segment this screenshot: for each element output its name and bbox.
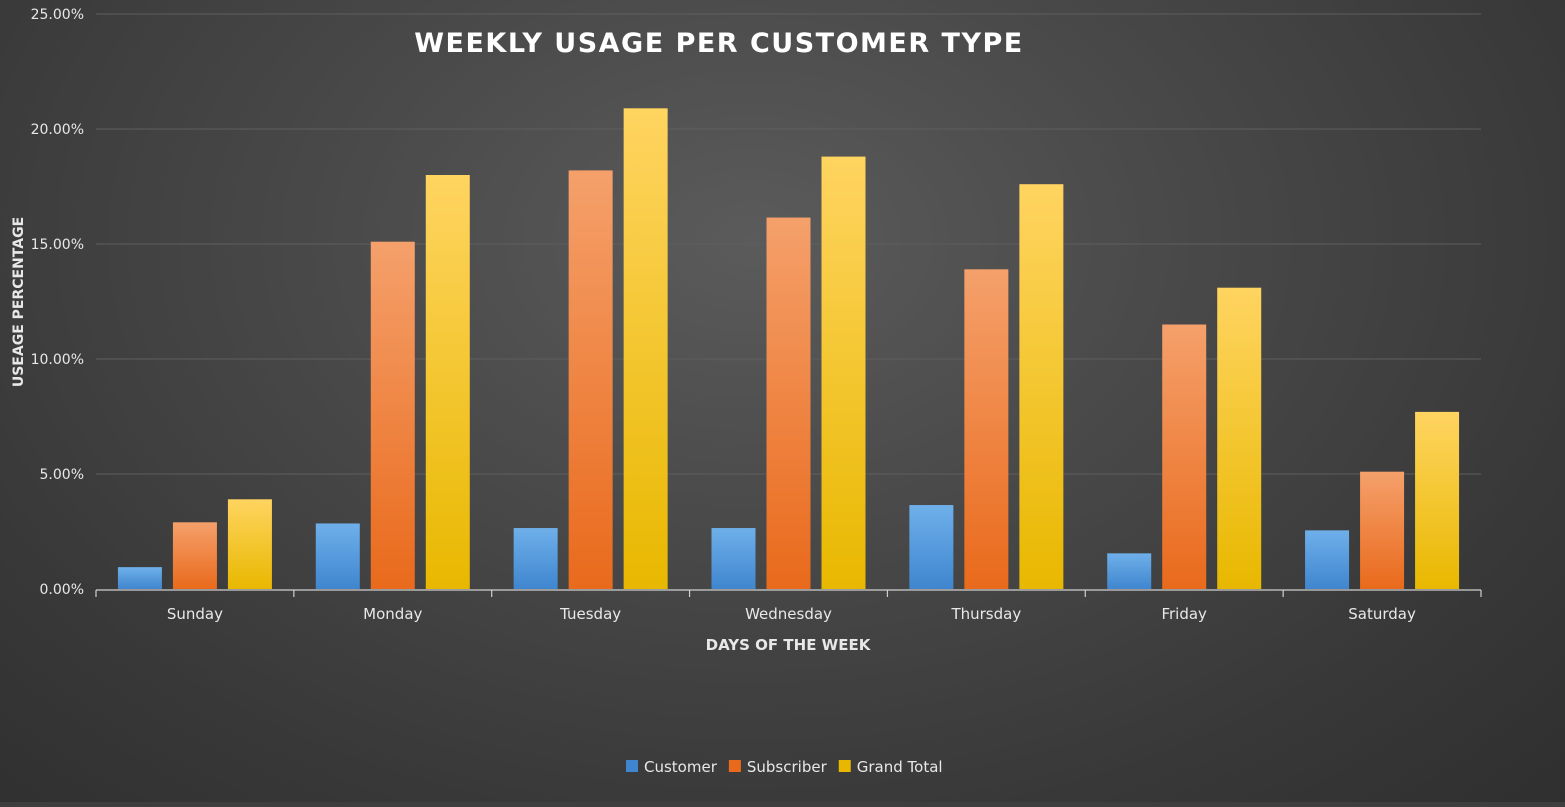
bar-customer-thursday [909, 505, 954, 589]
bar-subscriber-saturday [1360, 471, 1405, 589]
legend-swatch-customer [626, 760, 638, 772]
bar-grand-total-wednesday [821, 156, 866, 589]
bar-grand-total-sunday [227, 499, 272, 589]
bars [117, 108, 1460, 590]
y-axis-ticks: 0.00% 5.00% 10.00% 15.00% 20.00% 25.00% [31, 7, 84, 598]
bar-subscriber-friday [1162, 324, 1207, 589]
y-tick-label: 10.00% [31, 352, 84, 368]
x-axis [95, 589, 1482, 597]
bar-grand-total-saturday [1415, 411, 1460, 589]
y-axis-label: USEAGE PERCENTAGE [11, 217, 27, 387]
x-tick-label: Thursday [950, 605, 1021, 623]
y-tick-label: 5.00% [40, 467, 84, 483]
bar-customer-sunday [117, 567, 162, 589]
bar-customer-wednesday [711, 528, 756, 589]
x-tick-label: Tuesday [559, 605, 621, 623]
bar-subscriber-wednesday [766, 217, 811, 590]
y-tick-label: 15.00% [31, 237, 84, 253]
bar-grand-total-thursday [1019, 184, 1064, 589]
legend: Customer Subscriber Grand Total [626, 758, 943, 776]
legend-label: Subscriber [747, 758, 828, 776]
bar-grand-total-tuesday [623, 108, 668, 590]
bar-customer-tuesday [513, 528, 558, 589]
bar-grand-total-monday [425, 175, 470, 589]
bar-subscriber-monday [370, 241, 415, 589]
y-tick-label: 20.00% [31, 122, 84, 138]
bar-subscriber-sunday [172, 522, 217, 589]
bar-customer-monday [315, 523, 360, 589]
bar-subscriber-tuesday [568, 170, 613, 589]
chart-title: WEEKLY USAGE PER CUSTOMER TYPE [414, 28, 1024, 59]
bar-customer-saturday [1305, 530, 1350, 589]
x-tick-label: Wednesday [745, 605, 832, 623]
bar-subscriber-thursday [964, 269, 1009, 589]
legend-label: Customer [644, 758, 718, 776]
x-axis-ticks: Sunday Monday Tuesday Wednesday Thursday Frid… [167, 605, 1416, 623]
legend-label: Grand Total [857, 758, 943, 776]
x-axis-label: DAYS OF THE WEEK [706, 636, 872, 654]
bar-customer-friday [1107, 553, 1152, 589]
x-tick-label: Saturday [1348, 605, 1416, 623]
bar-grand-total-friday [1217, 287, 1262, 589]
legend-swatch-subscriber [728, 760, 741, 772]
x-tick-label: Friday [1161, 605, 1207, 623]
x-tick-label: Sunday [167, 605, 223, 623]
legend-swatch-grand-total [838, 760, 851, 772]
y-tick-label: 0.00% [40, 582, 84, 598]
y-tick-label: 25.00% [31, 7, 84, 23]
x-tick-label: Monday [363, 605, 422, 623]
